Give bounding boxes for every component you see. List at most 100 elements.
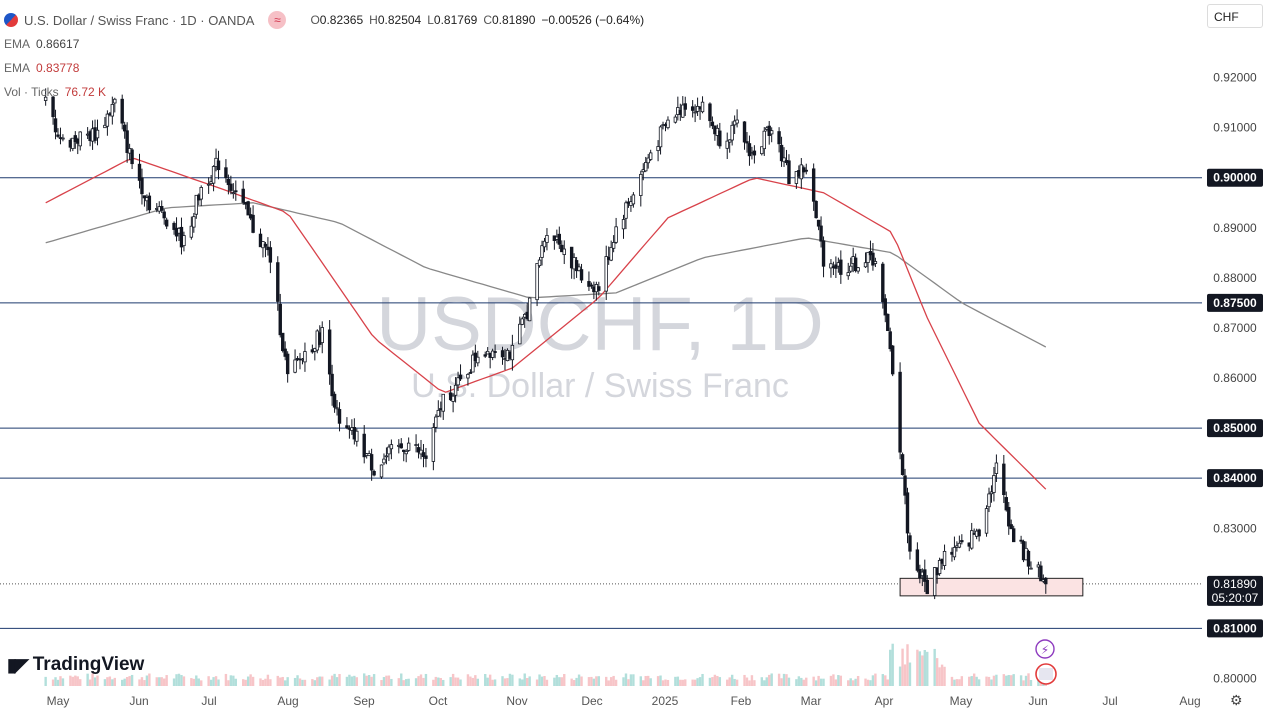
candle-body: [923, 569, 927, 582]
candle-body: [1026, 550, 1031, 567]
volume-bar: [61, 678, 65, 686]
candle-body: [162, 211, 166, 219]
candle-body: [182, 235, 186, 247]
volume-row[interactable]: Vol · Ticks 76.72 K: [4, 80, 644, 104]
level-badge: [1207, 619, 1263, 638]
volume-bar: [333, 673, 336, 686]
volume-bar: [244, 679, 247, 686]
y-tick-label: 0.80000: [1213, 671, 1257, 685]
volume-bar: [103, 679, 107, 686]
time-axis-bg: [0, 686, 1269, 712]
candle-body: [888, 331, 892, 350]
volume-bar: [903, 664, 907, 686]
volume-bar: [661, 680, 665, 686]
volume-bar: [96, 675, 99, 686]
currency-selector[interactable]: CHF: [1207, 4, 1263, 28]
symbol-title[interactable]: U.S. Dollar / Swiss Franc · 1D · OANDA: [24, 12, 255, 28]
candle-body: [752, 150, 757, 156]
ema-slow-row[interactable]: EMA 0.86617: [4, 32, 644, 56]
candle-body: [137, 163, 142, 181]
volume-bar: [681, 679, 684, 686]
candle-body: [604, 256, 608, 292]
volume-bar: [1037, 678, 1040, 686]
volume-bar: [839, 675, 843, 686]
volume-bar: [370, 676, 373, 686]
candle-body: [229, 183, 233, 191]
volume-bar: [1005, 675, 1008, 686]
ema-slow-value: 0.86617: [36, 37, 80, 51]
candle-body: [1002, 463, 1006, 496]
volume-bar: [691, 679, 694, 686]
candle-body: [263, 243, 268, 247]
volume-bar: [555, 674, 559, 686]
candle-body: [251, 214, 255, 233]
volume-bar: [493, 679, 497, 686]
volume-bar: [486, 677, 489, 686]
candle-body: [490, 350, 495, 358]
volume-bar: [182, 676, 186, 686]
volume-bar: [1022, 680, 1025, 686]
candle-body: [903, 475, 907, 496]
volume-bar: [851, 680, 855, 686]
candle-body: [164, 219, 169, 227]
volume-bar: [701, 673, 704, 686]
candle-body: [849, 265, 853, 272]
volume-bar: [192, 678, 196, 686]
watermark-symbol: USDCHF, 1D: [376, 282, 824, 367]
candle-body: [268, 247, 273, 263]
volume-bar: [698, 677, 702, 686]
candle-body: [211, 166, 216, 184]
candle-body: [320, 327, 324, 344]
volume-bar: [523, 673, 526, 686]
tradingview-logo[interactable]: ▮◤ TradingView: [7, 654, 144, 676]
candle-body: [540, 245, 544, 258]
volume-bar: [229, 675, 233, 686]
volume-bar: [679, 679, 682, 686]
settings-gear-icon[interactable]: ⚙: [1230, 692, 1243, 708]
candle-body: [648, 152, 653, 160]
volume-bar: [437, 677, 440, 686]
volume-bar: [246, 676, 250, 686]
y-tick-label: 0.90000: [1213, 171, 1257, 185]
candle-body: [545, 235, 549, 243]
candle-body: [900, 454, 905, 476]
volume-bar: [276, 675, 279, 686]
volume-bar: [456, 677, 460, 686]
candle-body: [718, 130, 722, 147]
candle-body: [431, 427, 436, 462]
candle-body: [206, 183, 211, 186]
candle-body: [122, 124, 127, 132]
candle-body: [871, 252, 875, 266]
candle-body: [330, 373, 334, 397]
candle-body: [821, 240, 826, 267]
volume-bar: [795, 679, 798, 686]
volume-bar: [891, 643, 894, 686]
candle-body: [639, 173, 643, 196]
volume-bar: [503, 678, 507, 686]
volume-bar: [802, 679, 805, 686]
candle-body: [468, 372, 473, 374]
y-tick-label: 0.91000: [1213, 121, 1257, 135]
candle-body: [453, 384, 458, 396]
volume-bar: [451, 673, 455, 686]
candle-body: [673, 116, 678, 123]
candle-body: [863, 262, 868, 268]
volume-bar: [874, 673, 877, 686]
ema-fast-row[interactable]: EMA 0.83778: [4, 56, 644, 80]
volume-bar: [511, 674, 514, 686]
candle-body: [735, 119, 739, 124]
x-tick-label: Mar: [801, 694, 822, 708]
wave-icon[interactable]: ≈: [268, 11, 287, 29]
candle-body: [624, 202, 628, 219]
candle-body: [520, 318, 524, 325]
candle-body: [666, 119, 670, 129]
volume-bar: [829, 675, 833, 686]
volume-bar: [123, 678, 126, 686]
candle-body: [856, 267, 860, 272]
candle-body: [535, 263, 539, 301]
level-badge: [1207, 293, 1263, 312]
volume-bar: [1019, 675, 1023, 686]
candle-body: [414, 444, 418, 446]
candle-body: [56, 134, 60, 137]
